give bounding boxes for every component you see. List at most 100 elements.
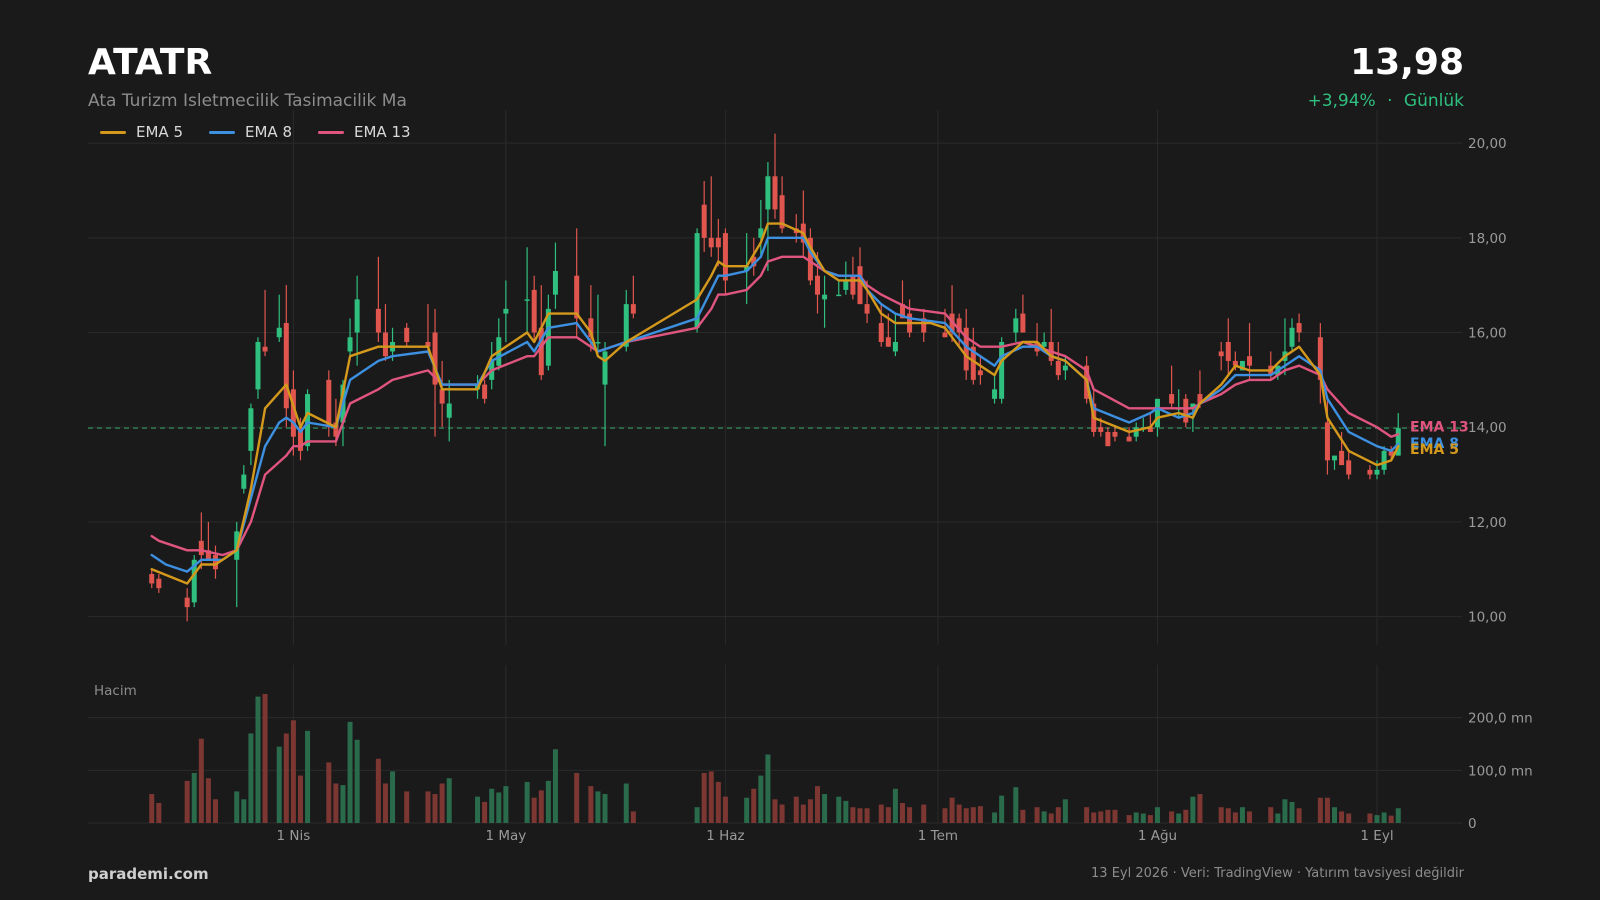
candle-body — [1289, 327, 1295, 347]
candle-body — [694, 233, 700, 328]
candle-body — [779, 195, 785, 229]
candle-body — [878, 323, 884, 342]
volume-bar — [1197, 794, 1203, 823]
volume-bar — [822, 794, 828, 823]
volume-bar — [772, 799, 778, 823]
volume-bar — [149, 794, 155, 823]
candle-body — [205, 550, 211, 560]
candle-body — [198, 540, 204, 556]
candle-body — [701, 204, 707, 238]
candle-body — [843, 280, 849, 290]
ema-lines — [150, 222, 1400, 585]
candle-body — [970, 346, 976, 380]
volume-bar — [1147, 815, 1153, 823]
legend-item-ema8[interactable]: EMA 8 — [209, 123, 292, 141]
candle-body — [1332, 455, 1338, 461]
volume-bar — [1367, 813, 1373, 823]
candle-body — [184, 597, 190, 608]
candle-body — [807, 237, 813, 281]
candle-body — [956, 318, 962, 333]
candle-body — [977, 370, 983, 376]
volume-bar — [205, 778, 211, 823]
candle-body — [482, 384, 488, 399]
volume-bar — [1218, 807, 1224, 823]
candle-body — [1190, 403, 1196, 409]
last-price: 13,98 — [1350, 42, 1464, 83]
candle-body — [1324, 422, 1330, 461]
candle-body — [297, 427, 303, 451]
volume-bar — [1381, 812, 1387, 823]
candle-body — [822, 294, 828, 300]
volume-bar — [899, 802, 905, 823]
volume-bar — [758, 775, 764, 823]
volume-bar — [800, 804, 806, 823]
price-tick-label: 14,00 — [1468, 420, 1507, 436]
volume-bar — [1133, 812, 1139, 823]
candle-body — [722, 233, 728, 281]
candle-body — [333, 422, 339, 437]
candle-body — [354, 299, 360, 333]
candle-body — [765, 176, 771, 210]
volume-bar — [1140, 813, 1146, 823]
volume-bar — [1034, 807, 1040, 823]
candle-body — [404, 327, 410, 342]
legend-item-ema5[interactable]: EMA 5 — [100, 123, 183, 141]
series-end-label: EMA 8 — [1410, 436, 1459, 452]
candle-body — [1239, 360, 1245, 371]
volume-bar — [1275, 813, 1281, 823]
candle-body — [326, 379, 332, 428]
candle-body — [857, 266, 863, 305]
candle-body — [212, 555, 218, 570]
volume-bar — [1112, 809, 1118, 823]
volume-bar — [290, 720, 296, 823]
volume-bar — [814, 786, 820, 823]
volume-bar — [722, 796, 728, 823]
candle-body — [290, 389, 296, 437]
volume-bar — [963, 808, 969, 823]
brand-logo-text[interactable]: parademi.com — [88, 865, 209, 883]
candle-body — [375, 308, 381, 333]
volume-bar — [347, 721, 353, 823]
volume-bar — [1317, 797, 1323, 823]
volume-bar — [1154, 807, 1160, 823]
candle-body — [439, 389, 445, 404]
candle-body — [885, 337, 891, 347]
volume-bar — [850, 807, 856, 823]
date-tick-label: 1 Haz — [706, 828, 744, 844]
volume-bar — [538, 790, 544, 823]
candle-body — [1395, 428, 1401, 456]
candle-body — [1296, 323, 1302, 333]
ticker-symbol: ATATR — [88, 42, 213, 83]
volume-bar — [1296, 808, 1302, 823]
candle-body — [850, 275, 856, 295]
candle-body — [1041, 341, 1047, 347]
volume-bar — [425, 791, 431, 823]
volume-bar — [241, 799, 247, 823]
candle-body — [751, 256, 757, 267]
candle-body — [963, 327, 969, 371]
volume-bar — [297, 775, 303, 823]
candle-body — [595, 341, 601, 344]
volume-bar — [843, 800, 849, 823]
volume-bar — [878, 804, 884, 823]
candlestick-series — [149, 133, 1401, 622]
candle-body — [446, 403, 452, 418]
volume-bar — [375, 758, 381, 823]
date-tick-label: 1 May — [485, 828, 526, 844]
candle-body — [892, 341, 898, 352]
legend-swatch-ema8 — [209, 130, 235, 134]
volume-bar — [574, 772, 580, 823]
axis-labels: 10,00 12,00 14,00 16,00 18,00 20,00 1 Nis 1 May… — [94, 136, 1533, 844]
volume-bar — [765, 754, 771, 823]
volume-bar — [1126, 815, 1132, 823]
date-tick-label: 1 Tem — [918, 828, 958, 844]
volume-bar — [751, 788, 757, 823]
price-tick-label: 10,00 — [1468, 610, 1507, 626]
legend-item-ema13[interactable]: EMA 13 — [318, 123, 411, 141]
candle-body — [1247, 356, 1253, 366]
volume-bar — [1282, 799, 1288, 823]
volume-bar — [1190, 796, 1196, 823]
volume-bar — [1048, 813, 1054, 823]
volume-bar — [184, 780, 190, 823]
